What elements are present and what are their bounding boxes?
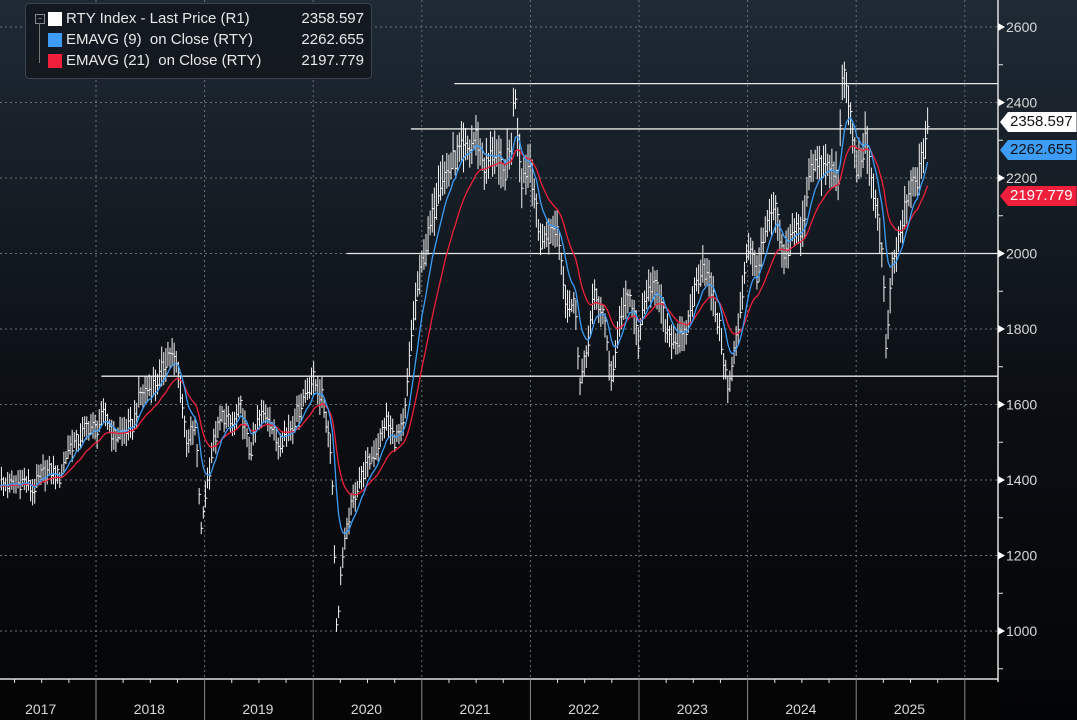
- y-tick-marker: [998, 23, 1005, 31]
- x-tick-label: 2021: [460, 701, 491, 717]
- ema21-value-tag: 2197.779: [1000, 186, 1077, 206]
- y-tick-marker: [998, 400, 1005, 409]
- y-tick-label: 1000: [1006, 623, 1037, 639]
- legend-swatch: [48, 33, 62, 47]
- x-tick-label: 2022: [568, 701, 599, 717]
- x-tick-label: 2020: [351, 701, 382, 717]
- y-tick-label: 1600: [1006, 397, 1037, 413]
- x-axis-band: [0, 679, 1000, 720]
- x-tick-label: 2025: [894, 701, 925, 717]
- legend-item-ema9[interactable]: EMAVG (9) on Close (RTY) 2262.655: [48, 30, 366, 50]
- ema-9-line: [0, 116, 929, 535]
- y-tick-label: 2200: [1006, 170, 1037, 186]
- y-tick-marker: [998, 325, 1005, 333]
- y-tick-marker: [998, 98, 1005, 107]
- collapse-icon[interactable]: −: [35, 14, 45, 24]
- legend-value: 2358.597: [301, 10, 364, 27]
- y-tick-label: 2400: [1006, 95, 1037, 111]
- legend-swatch: [48, 12, 62, 26]
- y-tick-label: 1200: [1006, 548, 1037, 564]
- legend-label: EMAVG (21) on Close (RTY): [66, 52, 262, 69]
- legend-value: 2197.779: [301, 52, 364, 69]
- ema-21-line: [0, 145, 929, 496]
- horizontal-levels: [101, 82, 998, 377]
- legend-label: EMAVG (9) on Close (RTY): [66, 31, 253, 48]
- x-tick-label: 2019: [242, 701, 273, 717]
- x-tick-label: 2023: [677, 701, 708, 717]
- last-price-tag: 2358.597: [1000, 112, 1077, 132]
- legend-value: 2262.655: [301, 31, 364, 48]
- legend-item-price[interactable]: RTY Index - Last Price (R1) 2358.597: [48, 9, 366, 29]
- y-tick-label: 1800: [1006, 321, 1037, 337]
- tree-connector: [39, 23, 46, 63]
- y-tick-marker: [998, 627, 1005, 635]
- ema9-value-tag: 2262.655: [1000, 140, 1077, 160]
- x-tick-label: 2024: [785, 701, 816, 717]
- legend-item-ema21[interactable]: EMAVG (21) on Close (RTY) 2197.779: [48, 51, 366, 71]
- y-tick-label: 2600: [1006, 19, 1037, 35]
- legend: − RTY Index - Last Price (R1) 2358.597 E…: [25, 3, 372, 79]
- y-tick-label: 2000: [1006, 246, 1037, 262]
- x-tick-label: 2018: [134, 701, 165, 717]
- y-tick-marker: [998, 551, 1005, 560]
- legend-label: RTY Index - Last Price (R1): [66, 10, 250, 27]
- y-tick-marker: [998, 476, 1005, 484]
- y-tick-marker: [998, 249, 1005, 258]
- y-tick-marker: [998, 174, 1005, 182]
- x-tick-label: 2017: [25, 701, 56, 717]
- axes: 1000 1200 1400 1600 1800 2000 2200 2400 2600 2017…: [0, 0, 1037, 720]
- y-tick-label: 1400: [1006, 472, 1037, 488]
- legend-swatch: [48, 54, 62, 68]
